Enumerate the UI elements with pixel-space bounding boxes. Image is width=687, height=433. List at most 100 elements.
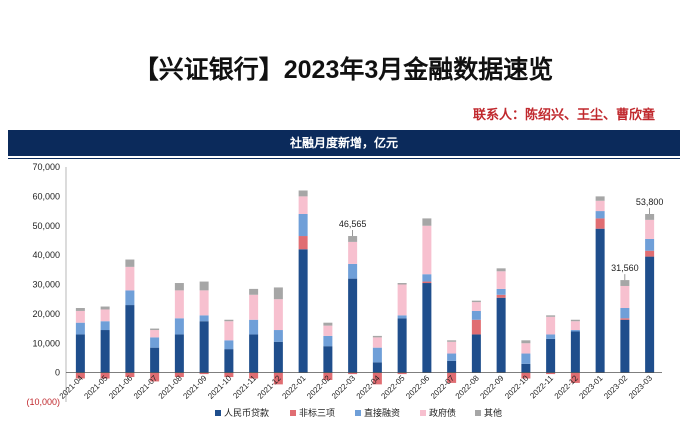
bar-segment-3 [645, 238, 655, 251]
bar-segment-3 [100, 321, 110, 331]
bar-segment-1 [75, 334, 85, 373]
x-tick-label: 2022-10 [503, 373, 531, 401]
data-label: 31,560 [611, 263, 639, 273]
legend-swatch-4 [420, 410, 426, 416]
bar-segment-1 [595, 228, 605, 373]
bar-segment-3 [422, 274, 432, 282]
bar-segment-2 [645, 250, 655, 257]
bar-segment-2 [150, 372, 160, 382]
x-tick-label: 2022-07 [429, 373, 457, 401]
bar-segment-3 [323, 335, 333, 347]
bar-segment-5 [570, 319, 580, 322]
bar-segment-1 [496, 297, 506, 373]
y-tick-label: 60,000 [32, 191, 60, 201]
bar-segment-5 [447, 340, 457, 342]
x-tick-label: 2021-12 [256, 373, 284, 401]
legend-label: 其他 [484, 407, 502, 418]
bar-segment-2 [249, 372, 259, 379]
bar-segment-4 [447, 341, 457, 354]
bar-segment-1 [521, 363, 531, 373]
bar-segment-2 [447, 372, 457, 383]
bar-segment-2 [100, 372, 110, 379]
bar-segment-4 [273, 299, 283, 331]
bar-segment-3 [75, 322, 85, 335]
legend-swatch-3 [355, 410, 361, 416]
bar-segment-1 [348, 278, 358, 373]
bar-segment-4 [645, 219, 655, 239]
bar-segment-1 [125, 305, 135, 373]
bar-segment-5 [150, 328, 160, 331]
bar-segment-2 [422, 281, 432, 284]
bar-segment-4 [298, 196, 308, 214]
bar-segment-5 [199, 281, 209, 291]
bar-segment-4 [372, 337, 382, 348]
x-tick-label: 2022-09 [478, 373, 506, 401]
bar-segment-5 [273, 287, 283, 300]
bar-segment-4 [100, 309, 110, 322]
bar-segment-2 [224, 372, 234, 378]
bar-segment-4 [546, 316, 556, 335]
y-tick-label: 50,000 [32, 221, 60, 231]
bar-segment-3 [372, 347, 382, 363]
bar-segment-3 [199, 315, 209, 322]
banner-divider [8, 158, 680, 159]
bar-segment-3 [174, 318, 184, 335]
x-tick-label: 2023-03 [627, 373, 655, 401]
legend-swatch-1 [215, 410, 221, 416]
y-tick-label: 20,000 [32, 309, 60, 319]
bar-segment-4 [150, 330, 160, 338]
bar-segment-5 [174, 283, 184, 291]
legend-label: 非标三项 [299, 407, 335, 418]
x-tick-label: 2022-02 [305, 373, 333, 401]
bar-segment-1 [397, 318, 407, 373]
bar-segment-2 [372, 372, 382, 385]
bar-segment-2 [348, 372, 358, 375]
bar-segment-2 [298, 236, 308, 250]
bar-segment-5 [595, 196, 605, 201]
bar-segment-2 [570, 372, 580, 383]
x-tick-label: 2021-08 [157, 373, 185, 401]
bar-segment-3 [471, 310, 481, 320]
legend-label: 直接融资 [364, 407, 400, 418]
data-label: 46,565 [339, 219, 367, 229]
bar-segment-1 [323, 346, 333, 373]
bar-segment-5 [224, 319, 234, 322]
bar-segment-3 [595, 211, 605, 219]
bar-segment-1 [645, 256, 655, 373]
bar-segment-3 [546, 334, 556, 339]
bar-segment-1 [447, 360, 457, 373]
bar-segment-5 [620, 280, 630, 286]
bar-segment-1 [249, 334, 259, 373]
bar-segment-3 [570, 330, 580, 332]
bar-segment-4 [348, 241, 358, 264]
bar-segment-3 [150, 337, 160, 348]
x-tick-label: 2022-05 [379, 373, 407, 401]
x-tick-label: 2021-05 [82, 373, 110, 401]
bar-segment-2 [471, 319, 481, 335]
x-tick-label: 2022-12 [553, 373, 581, 401]
bar-segment-5 [298, 190, 308, 197]
x-tick-label: 2022-04 [355, 373, 383, 401]
bar-segment-3 [348, 263, 358, 279]
legend-label: 人民币贷款 [224, 407, 269, 418]
bar-segment-4 [125, 266, 135, 291]
bar-segment-4 [471, 302, 481, 311]
bar-segment-2 [595, 218, 605, 229]
bar-segment-2 [546, 372, 556, 375]
bar-segment-5 [645, 214, 655, 220]
x-tick-label: 2022-06 [404, 373, 432, 401]
y-tick-label: (10,000) [26, 397, 60, 407]
bar-segment-2 [323, 372, 333, 380]
bar-segment-1 [150, 347, 160, 373]
bar-segment-1 [174, 334, 184, 373]
bar-segment-3 [397, 315, 407, 319]
bar-segment-2 [199, 372, 209, 375]
bar-segment-3 [447, 353, 457, 361]
bar-segment-4 [224, 321, 234, 341]
bar-segment-5 [249, 288, 259, 295]
bar-segment-4 [422, 225, 432, 275]
bar-segment-4 [174, 290, 184, 319]
bar-segment-2 [75, 372, 85, 379]
bar-segment-1 [546, 338, 556, 373]
bar-segment-5 [348, 236, 358, 242]
